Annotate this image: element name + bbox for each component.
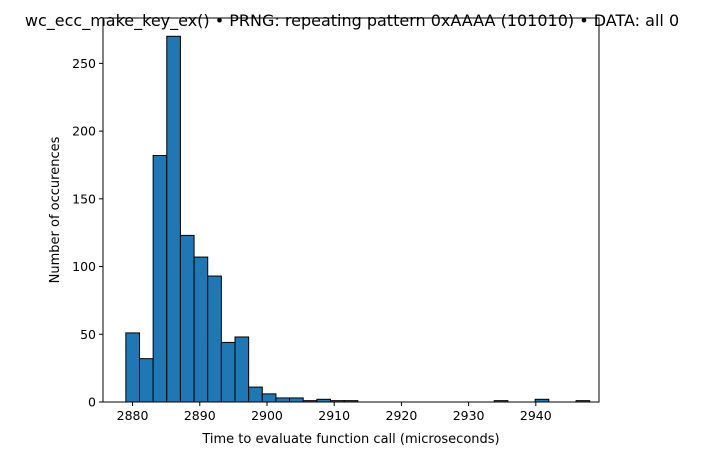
histogram-bar — [289, 397, 304, 403]
chart-title: wc_ecc_make_key_ex() • PRNG: repeating p… — [25, 11, 679, 31]
histogram-bar — [248, 386, 263, 403]
x-tick-label: 2890 — [184, 408, 216, 423]
bars-group — [125, 35, 591, 403]
x-tick-label: 2880 — [117, 408, 149, 423]
y-tick-label: 0 — [88, 395, 96, 410]
histogram-bar — [261, 393, 277, 403]
histogram-bar — [207, 275, 222, 403]
y-axis-label: Number of occurences — [48, 136, 63, 283]
histogram-bar — [179, 234, 195, 403]
histogram-bar — [138, 358, 154, 403]
y-tick-label: 50 — [80, 327, 96, 342]
x-tick-label: 2910 — [318, 408, 350, 423]
histogram-bar — [234, 336, 250, 403]
histogram-bar — [166, 35, 181, 403]
y-tick-label: 250 — [72, 56, 96, 71]
x-tick-label: 2940 — [520, 408, 552, 423]
x-tick-label: 2920 — [386, 408, 418, 423]
histogram-bar — [193, 256, 209, 403]
y-tick-label: 200 — [72, 124, 96, 139]
x-tick-label: 2900 — [251, 408, 283, 423]
x-axis-label: Time to evaluate function call (microsec… — [201, 432, 499, 447]
histogram-bar — [275, 397, 291, 403]
y-tick-label: 150 — [72, 191, 96, 206]
x-axis-ticks: 2880 2890 2900 2910 2920 2930 2940 — [117, 402, 552, 423]
plot-frame — [102, 17, 600, 403]
histogram-bar — [125, 332, 140, 403]
y-tick-label: 100 — [72, 259, 96, 274]
histogram-bar — [220, 341, 236, 403]
y-axis-ticks: 0 50 100 150 200 250 — [72, 56, 103, 410]
histogram-bar — [152, 154, 168, 403]
x-tick-label: 2930 — [453, 408, 485, 423]
